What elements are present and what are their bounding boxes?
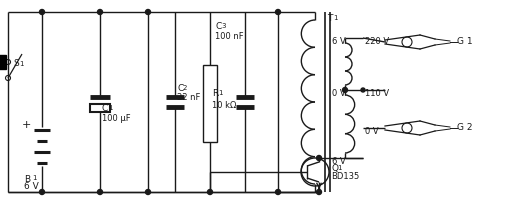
Text: 220 V: 220 V — [365, 37, 389, 46]
Text: T: T — [327, 14, 332, 23]
Text: 100 nF: 100 nF — [215, 32, 244, 41]
Circle shape — [317, 156, 321, 160]
Text: C: C — [102, 104, 108, 113]
Text: 1: 1 — [337, 165, 342, 171]
Text: 1: 1 — [333, 15, 337, 21]
Text: C: C — [177, 84, 183, 93]
Circle shape — [343, 88, 347, 92]
Text: 0 V: 0 V — [332, 89, 346, 98]
Text: 2: 2 — [183, 85, 187, 91]
Text: BD135: BD135 — [331, 172, 359, 181]
Circle shape — [207, 190, 213, 194]
Text: B: B — [24, 175, 30, 184]
Text: 1: 1 — [108, 105, 112, 111]
Circle shape — [146, 9, 150, 14]
Circle shape — [276, 190, 280, 194]
FancyBboxPatch shape — [90, 104, 110, 112]
Circle shape — [40, 190, 45, 194]
Text: 1: 1 — [19, 61, 23, 67]
Text: 1: 1 — [218, 90, 223, 96]
Text: 6 V: 6 V — [332, 37, 346, 46]
Text: 22 nF: 22 nF — [177, 93, 200, 102]
Text: +: + — [22, 120, 31, 130]
Circle shape — [146, 190, 150, 194]
Text: Q: Q — [331, 164, 338, 173]
Circle shape — [361, 88, 365, 92]
Text: R: R — [212, 89, 218, 98]
Circle shape — [40, 9, 45, 14]
Text: S: S — [13, 59, 19, 68]
Text: 100 μF: 100 μF — [102, 114, 131, 123]
Text: 110 V: 110 V — [365, 89, 389, 98]
Text: 1: 1 — [32, 175, 36, 181]
Circle shape — [276, 9, 280, 14]
Text: G 1: G 1 — [457, 37, 473, 46]
Text: C: C — [215, 22, 221, 31]
Circle shape — [98, 9, 102, 14]
Text: G 2: G 2 — [457, 123, 473, 132]
Circle shape — [317, 190, 321, 194]
Text: 0 V: 0 V — [365, 127, 379, 136]
Text: 3: 3 — [221, 23, 226, 29]
FancyBboxPatch shape — [203, 65, 217, 142]
Text: 6 V: 6 V — [332, 157, 346, 166]
FancyBboxPatch shape — [0, 55, 6, 69]
Text: 10 kΩ: 10 kΩ — [212, 101, 237, 110]
Circle shape — [98, 190, 102, 194]
Text: 6 V: 6 V — [24, 182, 39, 191]
